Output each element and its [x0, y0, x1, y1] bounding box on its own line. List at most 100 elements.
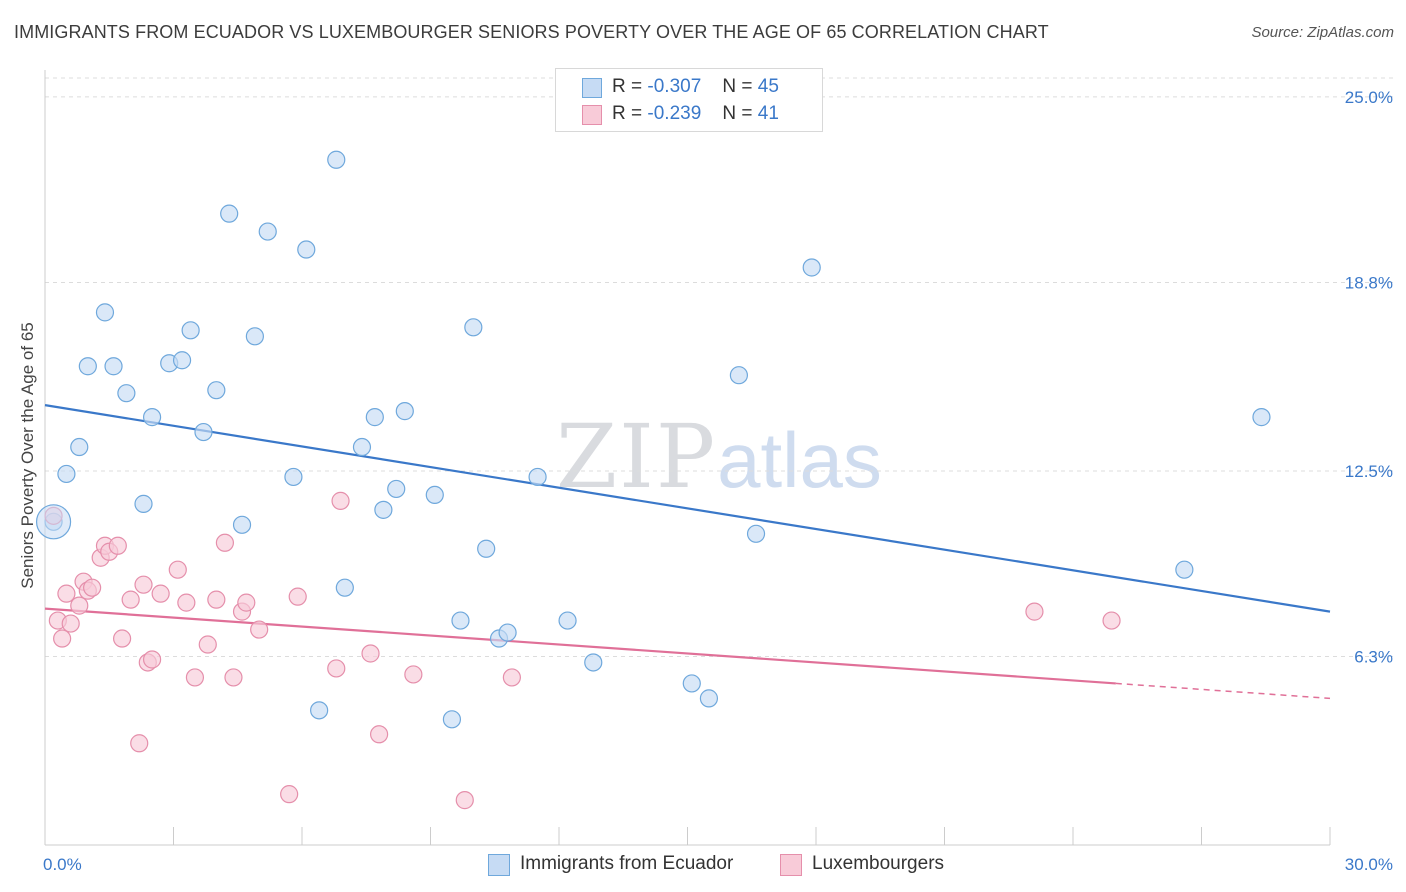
ecuador-point — [387, 479, 406, 499]
luxembourger-point — [280, 785, 299, 804]
legend-swatch-ecuador — [488, 854, 510, 876]
axes — [44, 70, 1331, 846]
ecuador-point — [802, 258, 821, 277]
ecuador-point — [464, 318, 483, 337]
ecuador-point — [117, 384, 136, 403]
ecuador-point — [172, 351, 192, 370]
tick-labels: 6.3% 12.5% 18.8% 25.0% 0.0% 30.0% Seniors Pove… — [18, 88, 1393, 874]
ecuador-point — [558, 611, 577, 630]
stats-r-value: -0.239 — [647, 103, 702, 124]
ecuador-trend-line — [44, 404, 1331, 613]
stats-r-label: R = — [612, 76, 643, 97]
stats-n-label: N = — [722, 103, 753, 124]
legend-label-luxembourgers: Luxembourgers — [812, 853, 945, 874]
stats-swatch-luxembourgers — [582, 105, 602, 125]
luxembourger-point — [112, 629, 132, 648]
ecuador-point — [335, 578, 354, 597]
ecuador-point — [528, 467, 547, 487]
y-tick-label: 18.8% — [1345, 273, 1393, 292]
chart-title: IMMIGRANTS FROM ECUADOR VS LUXEMBOURGER … — [14, 22, 1049, 42]
luxembourger-point — [1025, 602, 1044, 621]
luxembourger-point — [121, 590, 140, 609]
stats-legend: R = -0.307 N = 45 R = -0.239 N = 41 — [555, 68, 823, 132]
luxembourger-trend-line-extension — [1115, 682, 1331, 700]
legend-swatch-luxembourgers — [780, 854, 802, 876]
stats-swatch-ecuador — [582, 78, 602, 98]
ecuador-point-large — [35, 504, 72, 540]
luxembourger-point — [168, 560, 187, 579]
ecuador-point — [699, 689, 719, 708]
data-points — [35, 150, 1271, 810]
stats-n-value: 45 — [757, 76, 779, 97]
x-tick-label: 0.0% — [43, 855, 82, 874]
ecuador-point — [284, 467, 303, 487]
trend-lines — [44, 404, 1331, 700]
luxembourger-point — [57, 584, 76, 603]
y-tick-label: 25.0% — [1345, 88, 1393, 107]
luxembourger-point — [185, 668, 205, 687]
ecuador-point — [498, 623, 517, 642]
luxembourger-point — [288, 587, 307, 606]
stats-n-value: 41 — [757, 103, 779, 124]
luxembourger-point — [61, 614, 80, 633]
luxembourger-point — [142, 650, 162, 669]
ecuador-point — [584, 653, 603, 672]
ecuador-point — [78, 357, 97, 376]
luxembourger-point — [1102, 611, 1121, 630]
ecuador-point — [181, 321, 200, 340]
luxembourger-point — [502, 668, 521, 687]
legend-label-ecuador: Immigrants from Ecuador — [520, 853, 734, 874]
ecuador-point — [194, 422, 213, 442]
ecuador-point — [258, 222, 277, 241]
ecuador-point — [352, 437, 372, 457]
luxembourger-point — [224, 668, 243, 687]
luxembourger-point — [327, 659, 346, 678]
luxembourger-point — [331, 491, 350, 510]
chart-source: Source: ZipAtlas.com — [1251, 24, 1394, 41]
luxembourger-point — [198, 635, 217, 654]
ecuador-point — [746, 524, 766, 543]
ecuador-point — [134, 494, 153, 513]
luxembourger-trend-line — [44, 607, 1116, 685]
luxembourger-point — [215, 533, 234, 552]
ecuador-point — [729, 366, 749, 385]
ecuador-point — [442, 710, 462, 729]
luxembourger-point — [70, 596, 89, 615]
luxembourger-point — [207, 590, 226, 609]
luxembourger-point — [134, 575, 153, 594]
ecuador-point — [142, 408, 162, 427]
stats-r-value: -0.307 — [647, 76, 702, 97]
ecuador-point — [95, 303, 115, 322]
ecuador-point — [327, 150, 346, 169]
ecuador-point — [1175, 560, 1194, 579]
ecuador-point — [1252, 408, 1271, 427]
luxembourger-point — [404, 665, 423, 684]
ecuador-point — [297, 240, 316, 259]
ecuador-point — [365, 408, 384, 427]
ecuador-point — [682, 674, 701, 693]
x-tick-label: 30.0% — [1345, 855, 1393, 874]
y-tick-label: 6.3% — [1354, 647, 1393, 666]
luxembourger-point — [108, 536, 127, 555]
luxembourger-point — [151, 584, 170, 603]
ecuador-point — [374, 500, 393, 519]
stats-r-label: R = — [612, 103, 643, 124]
watermark-atlas: atlas — [717, 416, 882, 504]
ecuador-point — [104, 357, 123, 376]
y-tick-label: 12.5% — [1345, 462, 1393, 481]
ecuador-point — [57, 464, 76, 484]
luxembourger-point — [370, 725, 389, 744]
ecuador-point — [220, 204, 239, 223]
luxembourger-point — [361, 644, 380, 663]
luxembourger-point — [177, 593, 196, 612]
ecuador-point — [395, 402, 414, 421]
y-axis-title: Seniors Poverty Over the Age of 65 — [18, 322, 37, 588]
luxembourger-point — [455, 791, 474, 810]
ecuador-point — [207, 381, 226, 400]
ecuador-point — [70, 437, 89, 457]
ecuador-point — [477, 539, 496, 558]
luxembourger-point — [53, 629, 72, 648]
ecuador-point — [310, 701, 329, 720]
ecuador-point — [232, 515, 252, 534]
